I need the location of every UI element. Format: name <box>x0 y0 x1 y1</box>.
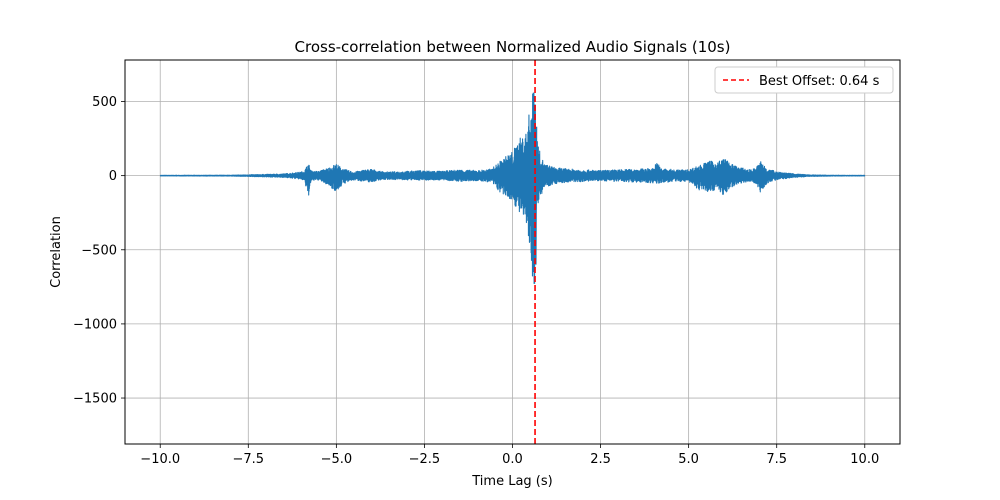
series-peak-trace <box>532 92 538 284</box>
y-tick-label: 0 <box>109 169 117 184</box>
x-tick-label: −2.5 <box>409 452 441 467</box>
x-tick-label: 0.0 <box>502 452 523 467</box>
series-line-cross-correlation <box>159 93 866 277</box>
series-layer <box>159 92 866 284</box>
x-tick-label: −5.0 <box>321 452 353 467</box>
x-tick-label: 5.0 <box>678 452 699 467</box>
legend-box <box>714 66 894 94</box>
y-tick-label: 500 <box>92 95 117 110</box>
x-tick-label: 10.0 <box>850 452 879 467</box>
x-axis-ticks: −10.0 −7.5 −5.0 −2.5 0.0 2.5 5.0 7.5 10.0 <box>140 444 879 467</box>
x-tick-label: −7.5 <box>233 452 265 467</box>
x-tick-label: −10.0 <box>140 452 180 467</box>
chart-title: Cross-correlation between Normalized Aud… <box>295 38 731 56</box>
x-tick-label: 2.5 <box>590 452 611 467</box>
y-tick-label: −500 <box>81 243 117 258</box>
y-tick-label: −1000 <box>73 317 117 332</box>
x-axis-title: Time Lag (s) <box>471 474 552 489</box>
y-axis-title: Correlation <box>49 216 64 288</box>
x-tick-label: 7.5 <box>766 452 787 467</box>
y-tick-label: −1500 <box>73 392 117 407</box>
y-axis-ticks: 500 0 −500 −1000 −1500 <box>73 95 125 407</box>
legend: Best Offset: 0.64 s <box>714 66 894 94</box>
legend-label-best-offset: Best Offset: 0.64 s <box>759 74 880 89</box>
